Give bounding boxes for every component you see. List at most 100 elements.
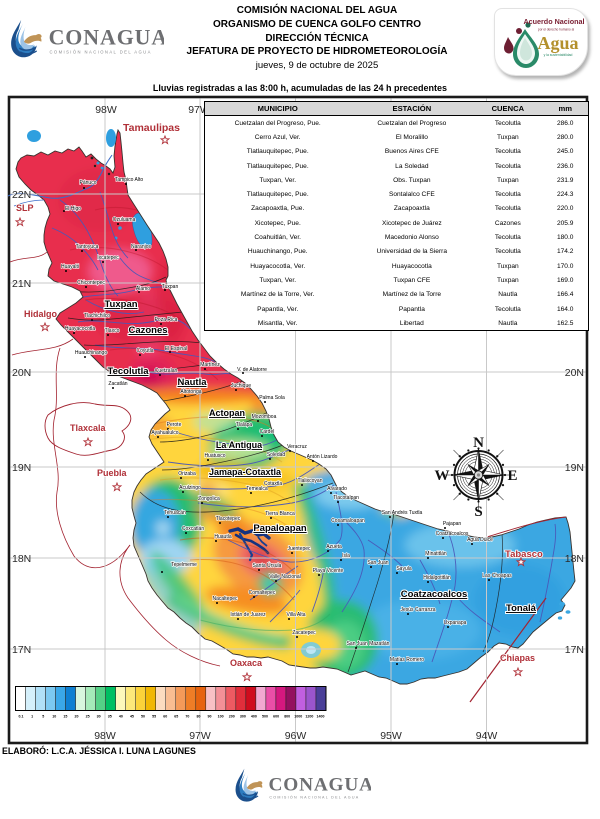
svg-text:1400: 1400 <box>316 715 324 719</box>
svg-text:COMISIÓN NACIONAL DEL AGUA: COMISIÓN NACIONAL DEL AGUA <box>49 50 151 55</box>
svg-text:70: 70 <box>185 715 189 719</box>
svg-text:200: 200 <box>229 715 235 719</box>
svg-text:E: E <box>508 468 518 484</box>
svg-text:Huautla: Huautla <box>214 534 231 540</box>
svg-text:Veracruz: Veracruz <box>287 444 307 450</box>
svg-text:Coxcatlán: Coxcatlán <box>182 526 204 532</box>
svg-text:Tlaxco: Tlaxco <box>105 328 120 334</box>
svg-text:Cosamaloapan: Cosamaloapan <box>331 518 365 524</box>
svg-text:Tlalixcoyan: Tlalixcoyan <box>297 478 322 484</box>
svg-text:Actopan: Actopan <box>209 408 245 418</box>
svg-text:600: 600 <box>273 715 279 719</box>
svg-text:Valle Nacional: Valle Nacional <box>269 574 301 580</box>
svg-text:95W: 95W <box>380 730 402 742</box>
svg-text:Hidalgo: Hidalgo <box>24 309 58 319</box>
svg-text:17N: 17N <box>565 644 584 656</box>
svg-text:55: 55 <box>152 715 156 719</box>
svg-text:Hidalgotitlán: Hidalgotitlán <box>423 575 451 581</box>
svg-text:Huayalti: Huayalti <box>61 264 79 270</box>
svg-text:300: 300 <box>240 715 246 719</box>
svg-text:Álamo: Álamo <box>136 285 150 292</box>
svg-text:Coatzacoalcos: Coatzacoalcos <box>401 589 468 600</box>
svg-text:1000: 1000 <box>294 715 302 719</box>
svg-text:Orizaba: Orizaba <box>178 471 196 477</box>
svg-text:Tlacotalpan: Tlacotalpan <box>333 495 359 501</box>
svg-text:W: W <box>435 468 450 484</box>
svg-text:Tuxpan: Tuxpan <box>104 299 137 310</box>
svg-text:y la sustentabilidad: y la sustentabilidad <box>544 53 573 57</box>
svg-text:Cotaxtla: Cotaxtla <box>264 481 283 487</box>
svg-text:65: 65 <box>174 715 178 719</box>
svg-text:San Juan Mazatlán: San Juan Mazatlán <box>347 641 390 647</box>
svg-text:Zacatlán: Zacatlán <box>108 381 127 387</box>
svg-text:Tabasco: Tabasco <box>505 549 543 560</box>
svg-text:Tampico Alto: Tampico Alto <box>115 177 144 183</box>
svg-text:San Andrés Tuxtla: San Andrés Tuxtla <box>382 510 423 516</box>
svg-text:CONAGUA: CONAGUA <box>269 774 371 795</box>
svg-text:Coyutla: Coyutla <box>137 348 154 354</box>
svg-text:Tantoyuca: Tantoyuca <box>76 244 99 250</box>
svg-text:Tlachichilco: Tlachichilco <box>84 313 110 319</box>
svg-text:Nacaltepec: Nacaltepec <box>212 596 238 602</box>
svg-text:Zongolica: Zongolica <box>198 496 220 502</box>
svg-text:por el derecho humano al: por el derecho humano al <box>538 28 574 32</box>
svg-text:80: 80 <box>196 715 200 719</box>
svg-text:22N: 22N <box>12 189 31 201</box>
svg-text:Uxpanapa: Uxpanapa <box>444 620 467 626</box>
svg-text:20N: 20N <box>12 367 31 379</box>
svg-text:21N: 21N <box>12 278 31 290</box>
svg-text:Nautla: Nautla <box>177 377 207 388</box>
svg-text:400: 400 <box>251 715 257 719</box>
svg-text:20N: 20N <box>565 367 584 379</box>
svg-text:20: 20 <box>74 715 78 719</box>
svg-text:Tlalapa: Tlalapa <box>236 422 253 428</box>
svg-text:Tlacotepec: Tlacotepec <box>216 516 241 522</box>
svg-text:Tecolutla: Tecolutla <box>108 366 150 377</box>
svg-text:19N: 19N <box>12 462 31 474</box>
svg-text:N: N <box>473 435 484 451</box>
svg-text:Juentepec: Juentepec <box>287 546 311 552</box>
svg-text:Isla: Isla <box>342 553 350 559</box>
svg-text:Alvarado: Alvarado <box>327 486 347 492</box>
svg-text:Martínez: Martínez <box>200 362 220 368</box>
svg-text:Santa Úrsula: Santa Úrsula <box>253 562 282 569</box>
svg-text:Ixcatepec: Ixcatepec <box>97 255 119 261</box>
svg-text:Sayula: Sayula <box>396 566 412 572</box>
svg-text:Ozuluama: Ozuluama <box>113 217 136 223</box>
svg-text:Jesús Carranza: Jesús Carranza <box>400 607 435 613</box>
svg-text:Azueta: Azueta <box>326 544 342 550</box>
svg-text:Tehuacán: Tehuacán <box>164 510 186 516</box>
svg-text:97W: 97W <box>189 730 211 742</box>
svg-text:25: 25 <box>86 715 90 719</box>
svg-text:Ixtlán de Juarez: Ixtlán de Juarez <box>230 612 266 618</box>
svg-text:Tonalá: Tonalá <box>506 603 537 614</box>
svg-text:800: 800 <box>284 715 290 719</box>
svg-text:Las Choapas: Las Choapas <box>482 573 512 579</box>
svg-text:SLP: SLP <box>16 203 34 213</box>
svg-text:18N: 18N <box>565 553 584 565</box>
svg-text:98W: 98W <box>95 104 117 116</box>
svg-text:30: 30 <box>97 715 101 719</box>
svg-text:Jamapa-Cotaxtla: Jamapa-Cotaxtla <box>209 467 282 477</box>
svg-text:Tamaulipas: Tamaulipas <box>123 122 180 134</box>
svg-text:35: 35 <box>108 715 112 719</box>
svg-text:50: 50 <box>141 715 145 719</box>
svg-text:1: 1 <box>31 715 33 719</box>
svg-text:Perote: Perote <box>167 422 182 428</box>
svg-text:Oaxaca: Oaxaca <box>230 658 263 668</box>
svg-text:Chicontepec: Chicontepec <box>77 280 105 286</box>
svg-text:Cardel: Cardel <box>260 429 275 435</box>
svg-text:Poza Rica: Poza Rica <box>155 317 178 323</box>
svg-text:Tierra Blanca: Tierra Blanca <box>265 511 295 517</box>
svg-text:Zacatepec: Zacatepec <box>292 630 316 636</box>
svg-text:Pajapan: Pajapan <box>443 521 462 527</box>
svg-text:Huatusco: Huatusco <box>204 453 225 459</box>
svg-text:Soledad: Soledad <box>267 452 286 458</box>
svg-text:Cazones: Cazones <box>128 325 167 336</box>
svg-text:CONAGUA: CONAGUA <box>49 24 164 49</box>
svg-text:Minatitlán: Minatitlán <box>425 551 447 557</box>
svg-text:100: 100 <box>218 715 224 719</box>
svg-text:96W: 96W <box>285 730 307 742</box>
svg-text:San Juan: San Juan <box>367 560 388 566</box>
svg-text:Villa Alta: Villa Alta <box>286 612 305 618</box>
